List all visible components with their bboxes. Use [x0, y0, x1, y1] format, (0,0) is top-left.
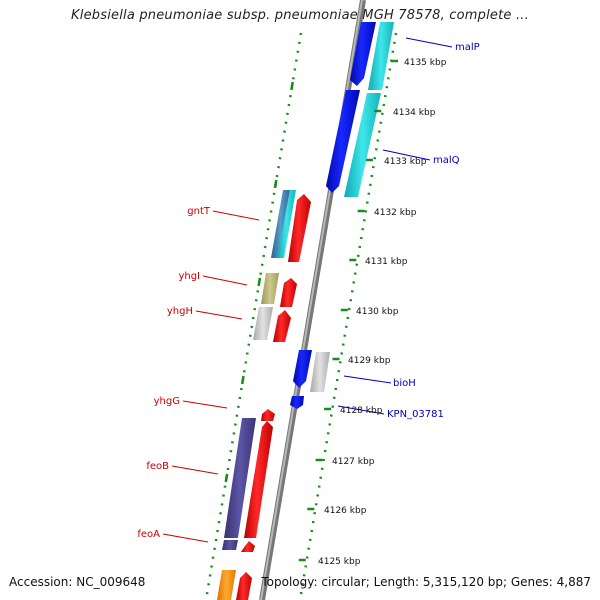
gray-feature-bioH — [310, 352, 330, 392]
forward-strand-features — [217, 190, 311, 600]
orange-feature — [217, 570, 236, 600]
gray-feature-yhgH — [253, 307, 273, 340]
scale-label-4126: 4126 kbp — [324, 506, 367, 516]
gene-label-bioH[interactable]: bioH — [393, 378, 416, 389]
cyan-feature-gntT — [277, 190, 296, 258]
gene-label-yhgG[interactable]: yhgG — [154, 396, 180, 407]
khaki-feature-yhgI — [261, 273, 279, 304]
gene-yhgG[interactable] — [261, 409, 275, 421]
gene-malP[interactable] — [350, 22, 376, 86]
purple-feature-feoB — [224, 418, 256, 538]
cyan-feature-malP — [368, 22, 394, 90]
gene-bottom-red[interactable] — [236, 572, 252, 600]
gene-label-feoB[interactable]: feoB — [146, 461, 169, 472]
cyan-feature-malQ — [344, 93, 381, 197]
scale-label-4132: 4132 kbp — [374, 208, 417, 218]
gene-malQ[interactable] — [326, 90, 360, 193]
scale-label-4131: 4131 kbp — [365, 257, 408, 267]
scale-label-4135: 4135 kbp — [404, 58, 447, 68]
gene-feoB[interactable] — [244, 421, 273, 538]
gene-feoA[interactable] — [241, 541, 255, 552]
scale-labels: 4135 kbp 4134 kbp 4133 kbp 4132 kbp 4131… — [318, 58, 447, 567]
accession-text: Accession: NC_009648 — [9, 575, 146, 589]
steelblue-feature — [271, 190, 290, 258]
gene-label-yhgI[interactable]: yhgI — [178, 271, 200, 282]
scale-label-4133: 4133 kbp — [384, 157, 427, 167]
scale-label-4125: 4125 kbp — [318, 557, 361, 567]
topology-text: Topology: circular; Length: 5,315,120 bp… — [261, 575, 591, 589]
scale-label-4130: 4130 kbp — [356, 307, 399, 317]
gene-label-gntT[interactable]: gntT — [187, 206, 211, 217]
gene-label-malP[interactable]: malP — [455, 42, 480, 53]
gene-KPN_03781[interactable] — [290, 396, 304, 409]
scale-tick-marks — [298, 59, 398, 562]
gene-label-malQ[interactable]: malQ — [433, 155, 460, 166]
gene-label-KPN_03781[interactable]: KPN_03781 — [387, 409, 444, 420]
label-leaders — [162, 37, 453, 543]
gene-label-yhgH[interactable]: yhgH — [167, 306, 193, 317]
purple-feature-feoA — [222, 540, 238, 550]
scale-label-4134: 4134 kbp — [393, 108, 436, 118]
forward-gene-labels: gntT yhgI yhgH yhgG feoB feoA — [137, 206, 211, 540]
map-title: Klebsiella pneumoniae subsp. pneumoniae … — [71, 8, 529, 23]
reverse-strand-features — [290, 22, 394, 409]
scale-label-4129: 4129 kbp — [348, 356, 391, 366]
scale-label-4127: 4127 kbp — [332, 457, 375, 467]
gene-yhgH[interactable] — [273, 310, 291, 342]
reverse-gene-labels: malP malQ bioH KPN_03781 — [387, 42, 480, 420]
gene-gntT[interactable] — [288, 194, 311, 262]
gene-bioH[interactable] — [293, 350, 312, 388]
guide-long-ticks — [224, 81, 294, 483]
gene-label-feoA[interactable]: feoA — [137, 529, 160, 540]
gene-yhgI[interactable] — [280, 278, 297, 307]
scale-label-4128: 4128 kbp — [340, 406, 383, 416]
